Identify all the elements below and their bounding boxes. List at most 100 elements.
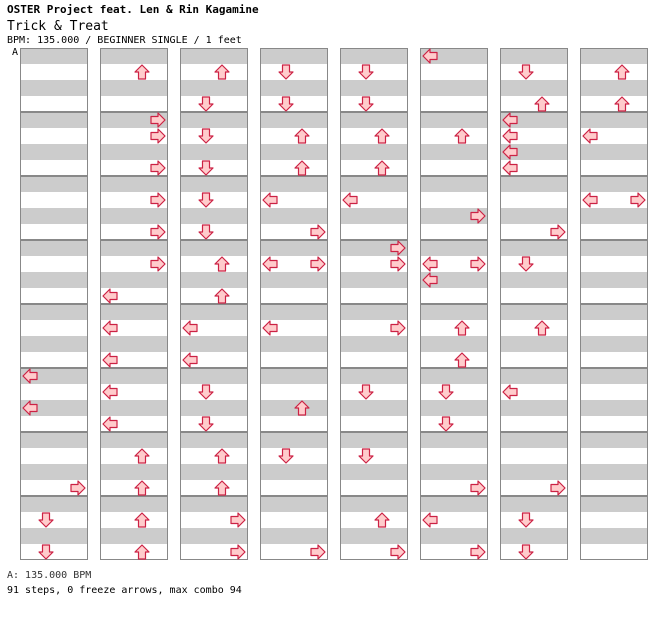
measure bbox=[260, 240, 328, 304]
measure-border bbox=[180, 496, 248, 560]
measure-border bbox=[260, 176, 328, 240]
beat-stripe bbox=[500, 80, 568, 96]
beat-stripe bbox=[500, 400, 568, 416]
beat-stripe bbox=[340, 336, 408, 352]
beat-stripe bbox=[500, 336, 568, 352]
measure bbox=[580, 304, 648, 368]
left-arrow-icon bbox=[182, 320, 198, 336]
beat-stripe bbox=[580, 208, 648, 224]
measure bbox=[180, 112, 248, 176]
down-arrow-icon bbox=[518, 512, 534, 528]
right-arrow-icon bbox=[470, 480, 486, 496]
beat-stripe bbox=[500, 464, 568, 480]
beat-stripe bbox=[340, 368, 408, 384]
beat-stripe bbox=[500, 304, 568, 320]
measure-border bbox=[420, 304, 488, 368]
up-arrow-icon bbox=[374, 128, 390, 144]
beat-stripe bbox=[500, 176, 568, 192]
beat-stripe bbox=[180, 240, 248, 256]
beat-stripe bbox=[420, 336, 488, 352]
measure bbox=[420, 176, 488, 240]
measure bbox=[420, 48, 488, 112]
measure bbox=[20, 112, 88, 176]
measure bbox=[100, 112, 168, 176]
beat-stripe bbox=[180, 336, 248, 352]
measure-border bbox=[180, 112, 248, 176]
measure-border bbox=[500, 48, 568, 112]
beat-stripe bbox=[180, 176, 248, 192]
measure bbox=[500, 176, 568, 240]
left-arrow-icon bbox=[102, 352, 118, 368]
beat-stripe bbox=[180, 48, 248, 64]
measure-border bbox=[20, 496, 88, 560]
measure bbox=[100, 432, 168, 496]
beat-stripe bbox=[20, 144, 88, 160]
beat-stripe bbox=[580, 80, 648, 96]
left-arrow-icon bbox=[22, 368, 38, 384]
down-arrow-icon bbox=[278, 64, 294, 80]
measure bbox=[20, 176, 88, 240]
measure-border bbox=[580, 496, 648, 560]
measure-border bbox=[260, 304, 328, 368]
beat-stripe bbox=[420, 144, 488, 160]
up-arrow-icon bbox=[214, 256, 230, 272]
chart-info: BPM: 135.000 / BEGINNER SINGLE / 1 feet bbox=[7, 35, 242, 46]
measure-border bbox=[20, 240, 88, 304]
left-arrow-icon bbox=[102, 288, 118, 304]
up-arrow-icon bbox=[534, 96, 550, 112]
beat-stripe bbox=[20, 240, 88, 256]
measure-border bbox=[260, 368, 328, 432]
measure-border bbox=[580, 304, 648, 368]
measure bbox=[180, 368, 248, 432]
beat-stripe bbox=[340, 208, 408, 224]
measure bbox=[340, 240, 408, 304]
measure bbox=[180, 48, 248, 112]
beat-stripe bbox=[20, 208, 88, 224]
measure bbox=[580, 240, 648, 304]
right-arrow-icon bbox=[550, 480, 566, 496]
left-arrow-icon bbox=[102, 320, 118, 336]
beat-stripe bbox=[340, 80, 408, 96]
right-arrow-icon bbox=[310, 224, 326, 240]
measure-border bbox=[340, 112, 408, 176]
beat-stripe bbox=[20, 304, 88, 320]
right-arrow-icon bbox=[310, 544, 326, 560]
left-arrow-icon bbox=[422, 256, 438, 272]
down-arrow-icon bbox=[198, 384, 214, 400]
measure-border bbox=[420, 432, 488, 496]
beat-stripe bbox=[580, 48, 648, 64]
measure-border bbox=[340, 368, 408, 432]
measure-border bbox=[580, 48, 648, 112]
measure bbox=[500, 432, 568, 496]
measure-border bbox=[420, 48, 488, 112]
measure-border bbox=[260, 48, 328, 112]
beat-stripe bbox=[420, 528, 488, 544]
beat-stripe bbox=[20, 464, 88, 480]
measure-border bbox=[580, 176, 648, 240]
measure-border bbox=[420, 496, 488, 560]
down-arrow-icon bbox=[278, 96, 294, 112]
measure bbox=[260, 48, 328, 112]
down-arrow-icon bbox=[438, 384, 454, 400]
beat-stripe bbox=[100, 400, 168, 416]
right-arrow-icon bbox=[150, 224, 166, 240]
measure-border bbox=[100, 496, 168, 560]
left-arrow-icon bbox=[102, 416, 118, 432]
left-arrow-icon bbox=[262, 192, 278, 208]
measure bbox=[580, 368, 648, 432]
left-arrow-icon bbox=[582, 128, 598, 144]
beat-stripe bbox=[340, 176, 408, 192]
beat-stripe bbox=[260, 48, 328, 64]
beat-stripe bbox=[180, 432, 248, 448]
left-arrow-icon bbox=[22, 400, 38, 416]
beat-stripe bbox=[500, 48, 568, 64]
beat-stripe bbox=[260, 112, 328, 128]
measure bbox=[20, 496, 88, 560]
beat-stripe bbox=[100, 240, 168, 256]
beat-stripe bbox=[180, 80, 248, 96]
beat-stripe bbox=[340, 400, 408, 416]
beat-stripe bbox=[420, 368, 488, 384]
down-arrow-icon bbox=[518, 64, 534, 80]
measure bbox=[340, 368, 408, 432]
measure-border bbox=[100, 304, 168, 368]
